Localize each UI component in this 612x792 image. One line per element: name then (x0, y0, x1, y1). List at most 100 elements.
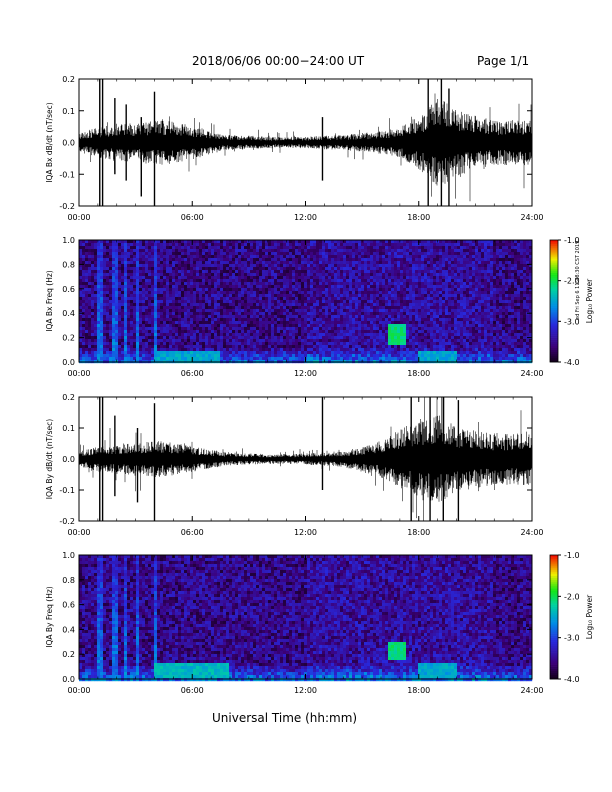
panel-1-spectrogram-cell (190, 327, 194, 331)
panel-1-spectrogram-cell (103, 348, 107, 352)
panel-1-spectrogram-cell (112, 303, 116, 307)
panel-1-spectrogram-cell (247, 276, 251, 280)
panel-1-spectrogram-cell (400, 279, 404, 283)
panel-1-spectrogram-cell (373, 309, 377, 313)
panel-1-spectrogram-cell (373, 270, 377, 274)
panel-1-spectrogram-cell (433, 267, 437, 271)
panel-1-spectrogram-cell (217, 267, 221, 271)
panel-1-spectrogram-cell (277, 279, 281, 283)
panel-1-spectrogram-cell (118, 294, 122, 298)
panel-1-spectrogram-cell (421, 357, 425, 361)
panel-1-spectrogram-cell (217, 273, 221, 277)
panel-1-spectrogram-cell (112, 291, 116, 295)
panel-1-spectrogram-cell (403, 285, 407, 289)
panel-1-spectrogram-cell (142, 240, 146, 244)
panel-1-spectrogram-cell (376, 336, 380, 340)
panel-1-spectrogram-cell (328, 318, 332, 322)
panel-1-spectrogram-cell (244, 273, 248, 277)
panel-1-spectrogram-cell (142, 306, 146, 310)
panel-1-spectrogram-cell (124, 324, 128, 328)
panel-1-spectrogram-cell (394, 258, 398, 262)
panel-1-spectrogram-cell (190, 300, 194, 304)
panel-1-spectrogram-cell (88, 288, 92, 292)
panel-1-spectrogram-cell (301, 267, 305, 271)
panel-1-spectrogram-cell (400, 303, 404, 307)
panel-1-spectrogram-cell (160, 264, 164, 268)
panel-1-spectrogram-cell (229, 294, 233, 298)
panel-1-spectrogram-cell (319, 282, 323, 286)
panel-1-spectrogram-cell (151, 357, 155, 361)
panel-1-spectrogram-cell (394, 279, 398, 283)
panel-1-spectrogram-cell (328, 276, 332, 280)
panel-1-spectrogram-cell (370, 291, 374, 295)
panel-1-spectrogram-cell (364, 270, 368, 274)
panel-1-spectrogram-cell (214, 351, 218, 355)
panel-1-spectrogram-cell (259, 348, 263, 352)
panel-1-spectrogram-cell (259, 285, 263, 289)
panel-1-spectrogram-cell (175, 261, 179, 265)
panel-1-spectrogram-cell (184, 246, 188, 250)
panel-1-spectrogram-cell (373, 336, 377, 340)
panel-1-spectrogram-cell (169, 318, 173, 322)
panel-1-spectrogram-cell (88, 267, 92, 271)
panel-1-spectrogram-cell (373, 273, 377, 277)
panel-1-spectrogram-cell (79, 243, 83, 247)
panel-1-spectrogram-cell (358, 252, 362, 256)
panel-1-spectrogram-cell (319, 348, 323, 352)
panel-1-spectrogram-cell (382, 324, 386, 328)
panel-1-spectrogram-cell (157, 333, 161, 337)
panel-1-spectrogram-cell (139, 267, 143, 271)
panel-1-spectrogram-cell (91, 255, 95, 259)
panel-1-spectrogram-cell (331, 282, 335, 286)
panel-1-spectrogram-cell (373, 288, 377, 292)
panel-1-spectrogram-cell (172, 279, 176, 283)
panel-1-spectrogram-cell (298, 288, 302, 292)
panel-1-spectrogram-cell (100, 252, 104, 256)
panel-1-spectrogram-cell (151, 300, 155, 304)
panel-1-spectrogram-cell (175, 270, 179, 274)
panel-1-spectrogram-cell (331, 336, 335, 340)
panel-1-spectrogram-cell (397, 333, 401, 337)
panel-1-spectrogram-cell (154, 318, 158, 322)
panel-1-spectrogram-cell (109, 270, 113, 274)
panel-1-spectrogram-cell (166, 261, 170, 265)
panel-1-spectrogram-cell (118, 303, 122, 307)
panel-1-spectrogram-cell (265, 351, 269, 355)
panel-1-spectrogram-cell (130, 249, 134, 253)
panel-1-spectrogram-cell (220, 267, 224, 271)
panel-1-spectrogram-cell (163, 243, 167, 247)
panel-1-spectrogram-cell (412, 246, 416, 250)
panel-1-spectrogram-cell (193, 327, 197, 331)
panel-1-spectrogram-cell (91, 348, 95, 352)
panel-1-spectrogram-cell (88, 345, 92, 349)
panel-1-spectrogram-cell (310, 249, 314, 253)
panel-1-spectrogram-cell (349, 345, 353, 349)
panel-1-spectrogram-cell (103, 351, 107, 355)
panel-1-spectrogram-cell (199, 282, 203, 286)
panel-1-spectrogram-cell (385, 273, 389, 277)
panel-1-spectrogram-cell (79, 288, 83, 292)
panel-1-spectrogram-cell (106, 327, 110, 331)
panel-1-spectrogram-cell (88, 261, 92, 265)
panel-1-spectrogram-cell (310, 351, 314, 355)
panel-1-spectrogram-cell (79, 258, 83, 262)
panel-1-spectrogram-cell (415, 306, 419, 310)
panel-1-spectrogram-cell (433, 333, 437, 337)
panel-1-spectrogram-cell (151, 270, 155, 274)
panel-1-spectrogram-cell (310, 279, 314, 283)
panel-1-spectrogram-cell (334, 252, 338, 256)
panel-1-spectrogram-cell (202, 306, 206, 310)
panel-1-spectrogram-cell (436, 288, 440, 292)
panel-1-spectrogram-cell (79, 291, 83, 295)
panel-1-spectrogram-cell (268, 333, 272, 337)
panel-1-spectrogram-cell (187, 345, 191, 349)
panel-1-spectrogram-cell (265, 270, 269, 274)
panel-1-spectrogram-cell (355, 294, 359, 298)
panel-1-spectrogram-cell (295, 276, 299, 280)
panel-1-spectrogram-cell (229, 246, 233, 250)
panel-1-spectrogram-cell (256, 348, 260, 352)
panel-1-spectrogram-cell (427, 294, 431, 298)
panel-1-spectrogram-cell (286, 297, 290, 301)
panel-1-spectrogram-cell (265, 240, 269, 244)
panel-1-spectrogram-cell (370, 240, 374, 244)
